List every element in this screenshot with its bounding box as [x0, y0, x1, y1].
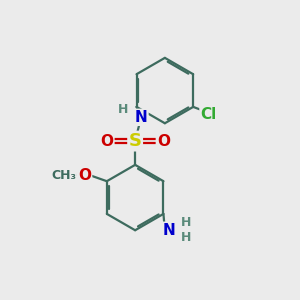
Text: CH₃: CH₃: [51, 169, 76, 182]
Text: O: O: [157, 134, 170, 148]
Text: H: H: [181, 231, 191, 244]
Text: H: H: [181, 216, 191, 229]
Text: O: O: [100, 134, 113, 148]
Text: S: S: [129, 132, 142, 150]
Text: Cl: Cl: [200, 107, 217, 122]
Text: N: N: [163, 223, 176, 238]
Text: N: N: [135, 110, 148, 125]
Text: O: O: [78, 168, 91, 183]
Text: H: H: [118, 103, 128, 116]
